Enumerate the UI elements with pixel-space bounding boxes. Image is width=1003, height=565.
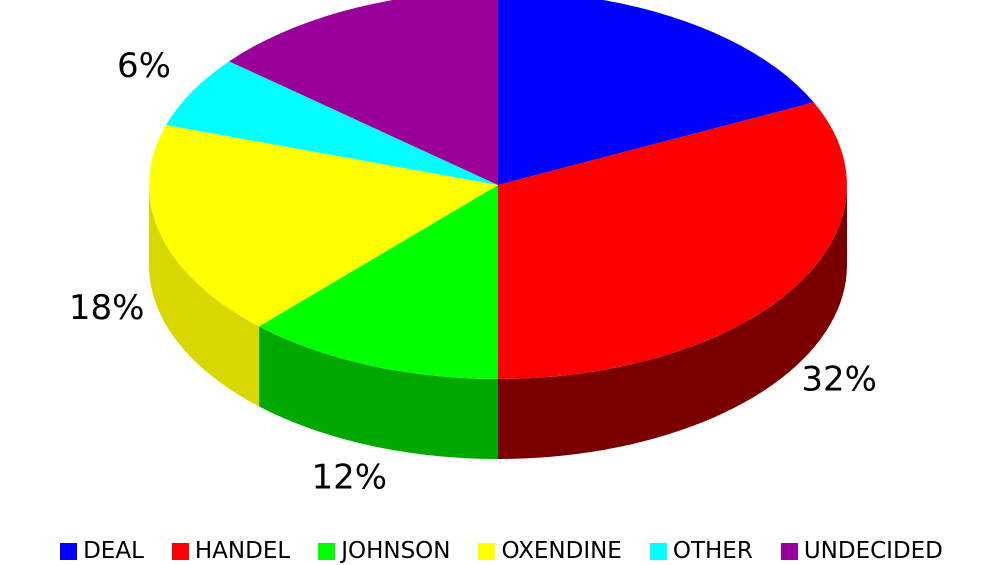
slice-deal (498, 0, 814, 185)
legend-swatch (318, 542, 336, 560)
legend-swatch (171, 542, 189, 560)
legend-item-other: OTHER (649, 538, 753, 564)
legend-swatch (60, 542, 78, 560)
legend-label: UNDECIDED (803, 538, 943, 564)
legend-item-oxendine: OXENDINE (478, 538, 622, 564)
legend: DEAL HANDEL JOHNSON OXENDINE OTHER UNDECIDED (0, 537, 1003, 565)
legend-swatch (649, 542, 667, 560)
legend-item-deal: DEAL (60, 538, 144, 564)
slice-handel (498, 102, 847, 380)
side-handel (498, 185, 847, 459)
data-label-other: 6% (117, 46, 171, 86)
slice-undecided (229, 0, 498, 185)
data-label-johnson: 12% (311, 458, 387, 498)
data-label-handel: 32% (801, 359, 877, 399)
legend-swatch (478, 542, 496, 560)
legend-swatch (780, 542, 798, 560)
slice-oxendine (149, 125, 498, 327)
legend-label: JOHNSON (341, 538, 451, 564)
legend-label: HANDEL (194, 538, 291, 564)
side-oxendine (149, 185, 260, 407)
legend-item-johnson: JOHNSON (318, 538, 450, 564)
slice-johnson (259, 185, 498, 379)
legend-item-undecided: UNDECIDED (780, 538, 943, 564)
pie-sides (149, 185, 847, 459)
side-johnson (259, 326, 498, 459)
data-label-oxendine: 18% (69, 288, 145, 328)
legend-item-handel: HANDEL (171, 538, 291, 564)
legend-label: OXENDINE (501, 538, 622, 564)
legend-label: OTHER (672, 538, 753, 564)
data-labels: 18%32%12%18%6%14% (69, 46, 877, 498)
pie-slices (149, 0, 847, 380)
slice-other (166, 61, 498, 186)
legend-label: DEAL (83, 538, 144, 564)
